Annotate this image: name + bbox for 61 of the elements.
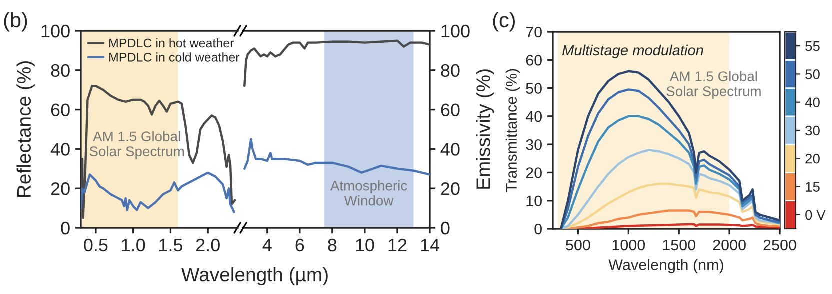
- y-tick-label: 20: [51, 182, 70, 196]
- x-axis-title: Wavelength (µm): [182, 267, 328, 286]
- x-tick-label: 1000: [612, 240, 646, 251]
- line-series: [81, 85, 236, 220]
- y-tick-label: 40: [526, 111, 542, 122]
- x-tick-label: 1500: [663, 240, 696, 251]
- y-tick-label: 0: [61, 222, 70, 235]
- line-series: [560, 115, 780, 229]
- x-tick-label: 2.0: [196, 238, 220, 252]
- y-tick-label: 40: [50, 143, 70, 156]
- x-tick-label: 2000: [713, 240, 746, 251]
- band-label: AM 1.5 Global Solar Spectrum: [666, 71, 761, 100]
- x-tick-label: 8: [328, 238, 337, 252]
- y-tick-label: 10: [526, 196, 542, 207]
- x-tick-label: 1.0: [122, 238, 146, 252]
- y-tick-label: 30: [526, 139, 542, 150]
- y-tick-label: 80: [51, 64, 70, 78]
- chart-title: (b): [4, 12, 28, 32]
- y2-tick-label: 60: [441, 104, 460, 117]
- line-series: [244, 138, 430, 176]
- band-label: AM 1.5 Global Solar Spectrum: [90, 131, 184, 160]
- y-tick-label: 70: [526, 26, 542, 38]
- legend-label: 55: [806, 42, 820, 52]
- x-tick-label: 2500: [764, 240, 796, 251]
- legend-label: 40: [805, 98, 820, 108]
- x-tick-label: 10: [356, 238, 374, 252]
- y-tick-label: 60: [526, 55, 542, 66]
- x-axis-title: Wavelength (nm): [608, 259, 724, 274]
- x-tick-label: 500: [566, 240, 590, 251]
- chart-title: (c): [493, 12, 515, 32]
- y-axis-title: Reflectance (%): [16, 62, 35, 198]
- y2-tick-label: 0: [441, 222, 450, 235]
- y2-tick-label: 80: [441, 64, 460, 78]
- y2-tick-label: 40: [440, 143, 460, 156]
- legend-label: 50: [806, 70, 820, 80]
- y-tick-label: 100: [42, 24, 70, 38]
- y2-tick-label: 20: [441, 182, 460, 196]
- x-tick-label: 4: [262, 239, 272, 252]
- x-tick-label: 12: [388, 238, 407, 252]
- line-series: [244, 40, 430, 88]
- annotation: Multistage modulation: [562, 44, 704, 58]
- x-tick-label: 1.5: [160, 239, 183, 252]
- legend-label: MPDLC in cold weather: [110, 52, 240, 62]
- y-axis-title: Transmittance (%): [506, 69, 520, 192]
- legend-label: 20: [806, 154, 820, 164]
- line-series: [81, 172, 236, 214]
- line-series: [560, 149, 780, 229]
- x-tick-label: 0.5: [84, 238, 108, 252]
- x-tick-label: 6: [296, 238, 304, 252]
- legend-label: 0 V: [806, 210, 826, 220]
- band-label: Atmospheric Window: [330, 180, 408, 206]
- legend-label: 30: [806, 126, 820, 136]
- legend-label: 15: [806, 182, 820, 192]
- y2-axis-title: Emissivity (%): [476, 70, 494, 189]
- y-tick-label: 50: [526, 83, 542, 94]
- y-tick-label: 20: [526, 168, 542, 178]
- y2-tick-label: 100: [442, 24, 470, 38]
- y-tick-label: 60: [51, 104, 70, 117]
- x-tick-label: 14: [421, 239, 440, 252]
- legend-label: MPDLC in hot weather: [110, 38, 234, 48]
- y-tick-label: 0: [534, 224, 542, 235]
